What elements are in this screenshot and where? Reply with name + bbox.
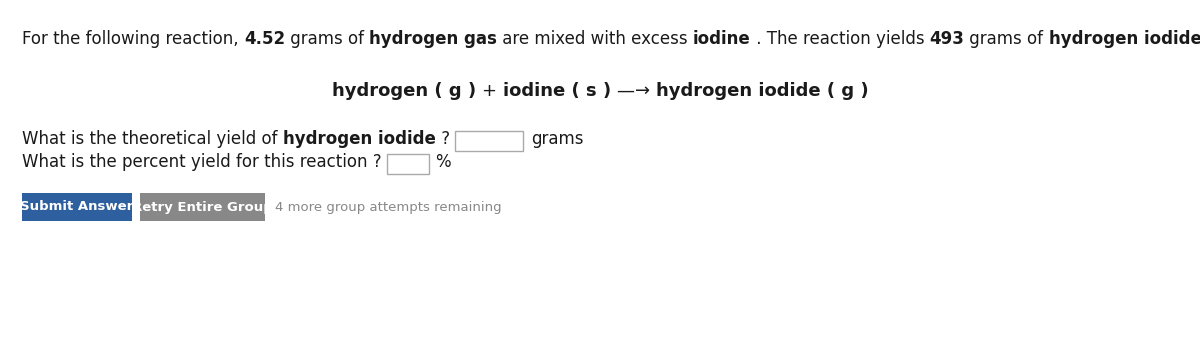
- Text: grams of: grams of: [965, 30, 1049, 48]
- FancyBboxPatch shape: [455, 131, 523, 151]
- Text: 4 more group attempts remaining: 4 more group attempts remaining: [275, 200, 502, 213]
- Text: hydrogen gas: hydrogen gas: [370, 30, 497, 48]
- Text: Retry Entire Group: Retry Entire Group: [132, 200, 272, 213]
- Text: 4.52: 4.52: [244, 30, 286, 48]
- Text: What is the percent yield for this reaction ?: What is the percent yield for this react…: [22, 153, 382, 171]
- Text: —→: —→: [617, 82, 656, 100]
- Text: grams: grams: [530, 130, 583, 148]
- Text: . The reaction yields: . The reaction yields: [751, 30, 930, 48]
- Text: hydrogen ( g ): hydrogen ( g ): [331, 82, 482, 100]
- Text: grams of: grams of: [286, 30, 370, 48]
- Text: hydrogen iodide ( g ): hydrogen iodide ( g ): [656, 82, 869, 100]
- FancyBboxPatch shape: [386, 154, 428, 174]
- Text: What is the theoretical yield of: What is the theoretical yield of: [22, 130, 283, 148]
- FancyBboxPatch shape: [22, 193, 132, 221]
- Text: Submit Answer: Submit Answer: [20, 200, 133, 213]
- Text: are mixed with excess: are mixed with excess: [497, 30, 694, 48]
- FancyBboxPatch shape: [140, 193, 265, 221]
- Text: iodine: iodine: [694, 30, 751, 48]
- Text: 493: 493: [930, 30, 965, 48]
- Text: %: %: [434, 153, 450, 171]
- Text: hydrogen iodide: hydrogen iodide: [283, 130, 436, 148]
- Text: +: +: [482, 82, 503, 100]
- Text: ?: ?: [436, 130, 450, 148]
- Text: For the following reaction,: For the following reaction,: [22, 30, 244, 48]
- Text: hydrogen iodide: hydrogen iodide: [1049, 30, 1200, 48]
- Text: iodine ( s ): iodine ( s ): [503, 82, 617, 100]
